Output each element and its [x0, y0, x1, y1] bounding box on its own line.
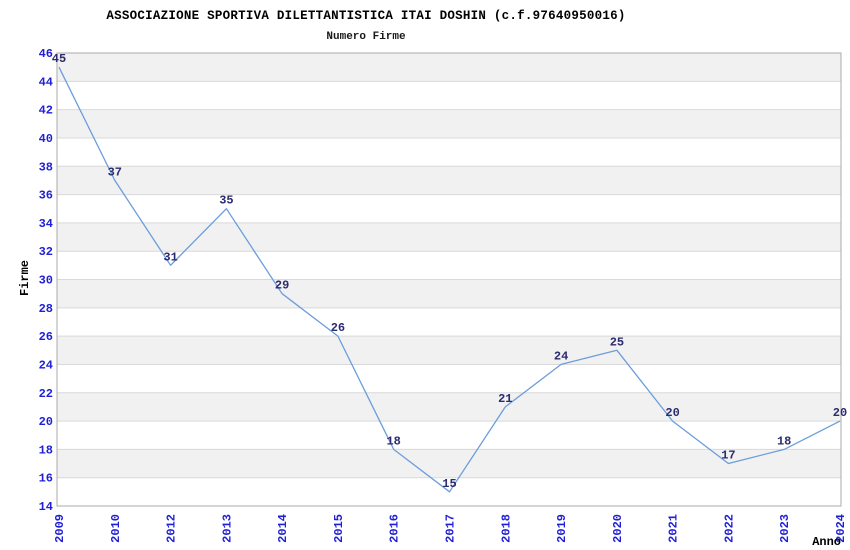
chart-generated-layers: 4537313529261815212425201718201416182022… — [39, 47, 848, 543]
y-tick-label: 24 — [39, 358, 53, 372]
data-point-label: 18 — [386, 434, 400, 448]
y-tick-label: 20 — [39, 415, 53, 429]
plot-band — [57, 336, 841, 365]
plot-band — [57, 53, 841, 82]
y-tick-label: 34 — [39, 217, 53, 231]
x-tick-label: 2024 — [834, 514, 848, 543]
data-point-label: 20 — [665, 406, 679, 420]
y-tick-label: 44 — [39, 75, 53, 89]
y-tick-label: 30 — [39, 274, 53, 288]
y-tick-label: 46 — [39, 47, 53, 61]
data-point-label: 31 — [163, 250, 177, 264]
chart-subtitle: Numero Firme — [326, 31, 406, 43]
x-tick-label: 2020 — [611, 514, 625, 543]
x-tick-label: 2017 — [444, 514, 458, 543]
x-tick-label: 2021 — [667, 514, 681, 543]
data-point-label: 24 — [554, 349, 568, 363]
data-point-label: 35 — [219, 194, 233, 208]
y-tick-label: 22 — [39, 387, 53, 401]
y-tick-label: 18 — [39, 443, 53, 457]
x-tick-label: 2019 — [555, 514, 569, 543]
y-tick-label: 36 — [39, 189, 53, 203]
data-point-label: 37 — [108, 165, 122, 179]
x-tick-label: 2014 — [276, 514, 290, 543]
x-tick-label: 2015 — [332, 514, 346, 543]
y-tick-label: 16 — [39, 472, 53, 486]
x-tick-label: 2013 — [220, 514, 234, 543]
data-point-label: 26 — [331, 321, 345, 335]
data-point-label: 29 — [275, 279, 289, 293]
plot-band — [57, 166, 841, 195]
y-tick-label: 40 — [39, 132, 53, 146]
plot-band — [57, 222, 841, 252]
y-tick-label: 14 — [39, 500, 53, 514]
y-tick-label: 42 — [39, 104, 53, 118]
data-point-label: 21 — [498, 392, 512, 406]
series-line — [58, 66, 841, 493]
data-point-label: 17 — [721, 449, 735, 463]
plot-frame — [56, 52, 842, 507]
y-tick-label: 26 — [39, 330, 53, 344]
plot-band — [57, 392, 841, 422]
x-tick-label: 2012 — [165, 514, 179, 543]
y-tick-label: 28 — [39, 302, 53, 316]
data-point-label: 45 — [52, 52, 66, 66]
plot-band — [57, 449, 841, 478]
x-tick-label: 2023 — [778, 514, 792, 543]
x-tick-label: 2022 — [722, 514, 736, 543]
y-axis-label: Firme — [18, 260, 32, 296]
x-tick-label: 2018 — [499, 514, 513, 543]
data-point-label: 20 — [833, 406, 847, 420]
y-tick-label: 32 — [39, 245, 53, 259]
data-point-label: 25 — [610, 335, 624, 349]
data-point-label: 15 — [442, 477, 456, 491]
plot-band — [57, 109, 841, 138]
plot-band — [57, 279, 841, 308]
x-axis-label: Anno — [812, 535, 841, 549]
chart-title: ASSOCIAZIONE SPORTIVA DILETTANTISTICA IT… — [106, 9, 625, 23]
data-point-label: 18 — [777, 434, 791, 448]
x-tick-label: 2009 — [53, 514, 67, 543]
y-tick-label: 38 — [39, 160, 53, 174]
x-tick-label: 2010 — [109, 514, 123, 543]
x-tick-label: 2016 — [388, 514, 402, 543]
